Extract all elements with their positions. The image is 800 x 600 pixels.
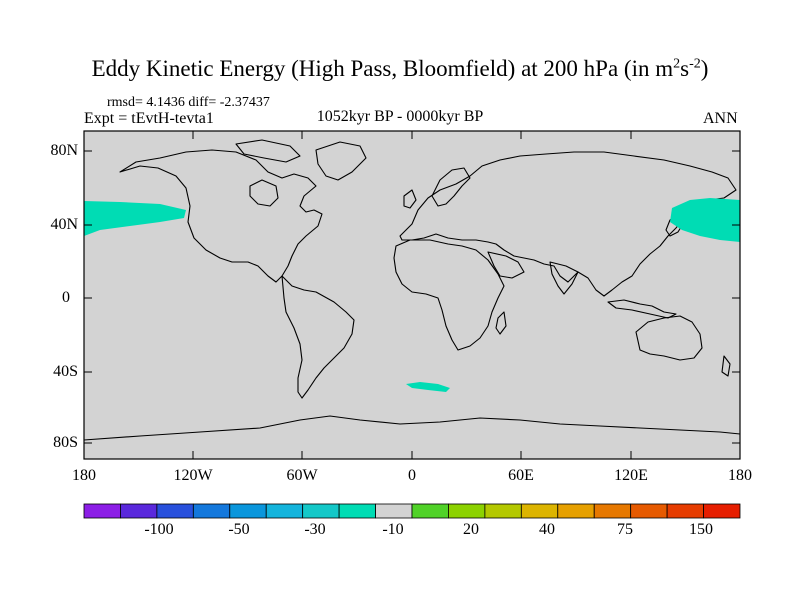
- colorbar-swatch: [484, 503, 522, 519]
- colorbar-swatch: [375, 503, 413, 519]
- x-label-60w: 60W: [286, 467, 318, 484]
- colorbar-swatch: [557, 503, 595, 519]
- colorbar-swatch: [593, 503, 632, 519]
- colorbar-swatch: [302, 503, 340, 519]
- colorbar-label: 40: [539, 521, 555, 538]
- colorbar-swatch: [265, 503, 304, 519]
- colorbar-label: -10: [382, 521, 404, 538]
- colorbar-swatch: [520, 503, 559, 519]
- colorbar-label: 20: [463, 521, 479, 538]
- rmsd-diff-stats: rmsd= 4.1436 diff= -2.37437: [107, 95, 270, 110]
- colorbar-swatch: [83, 503, 121, 519]
- x-label-0: 0: [408, 467, 416, 484]
- x-label-60e: 60E: [508, 467, 534, 484]
- y-label-40n: 40N: [50, 216, 78, 233]
- coastlines: [83, 139, 741, 441]
- colorbar-swatch: [630, 503, 668, 519]
- colorbar-label: -50: [228, 521, 250, 538]
- colorbar-swatch: [338, 503, 376, 519]
- colorbar: [83, 503, 741, 519]
- anomaly-patches: [84, 198, 740, 392]
- y-label-80s: 80S: [53, 434, 78, 451]
- map-title: Eddy Kinetic Energy (High Pass, Bloomfie…: [91, 56, 709, 81]
- x-label-180-west: 180: [72, 467, 96, 484]
- y-label-0: 0: [62, 289, 70, 306]
- x-label-120e: 120E: [614, 467, 648, 484]
- colorbar-swatch: [229, 503, 267, 519]
- colorbar-swatch: [411, 503, 449, 519]
- time-period-label: 1052kyr BP - 0000kyr BP: [316, 108, 484, 125]
- x-label-120w: 120W: [173, 467, 213, 484]
- colorbar-swatch: [120, 503, 158, 519]
- colorbar-swatch: [156, 503, 194, 519]
- x-label-180-east: 180: [728, 467, 752, 484]
- colorbar-label: 75: [617, 521, 633, 538]
- colorbar-swatch: [192, 503, 231, 519]
- map-background: [84, 131, 740, 459]
- y-label-80n: 80N: [50, 142, 78, 159]
- y-label-40s: 40S: [53, 363, 78, 380]
- colorbar-label: -30: [304, 521, 326, 538]
- colorbar-swatch: [666, 503, 704, 519]
- anomaly-patch-north-pacific-west: [670, 198, 740, 242]
- colorbar-label: -100: [144, 521, 174, 538]
- colorbar-label: 150: [689, 521, 713, 538]
- colorbar-swatch: [703, 503, 741, 519]
- anomaly-patch-north-pacific-east: [84, 201, 186, 236]
- colorbar-swatch: [448, 503, 486, 519]
- season-label: ANN: [703, 110, 738, 127]
- anomaly-patch-southern-ocean: [406, 382, 450, 392]
- experiment-label: Expt = tEvtH-tevta1: [84, 110, 214, 127]
- axis-ticks: [84, 131, 740, 459]
